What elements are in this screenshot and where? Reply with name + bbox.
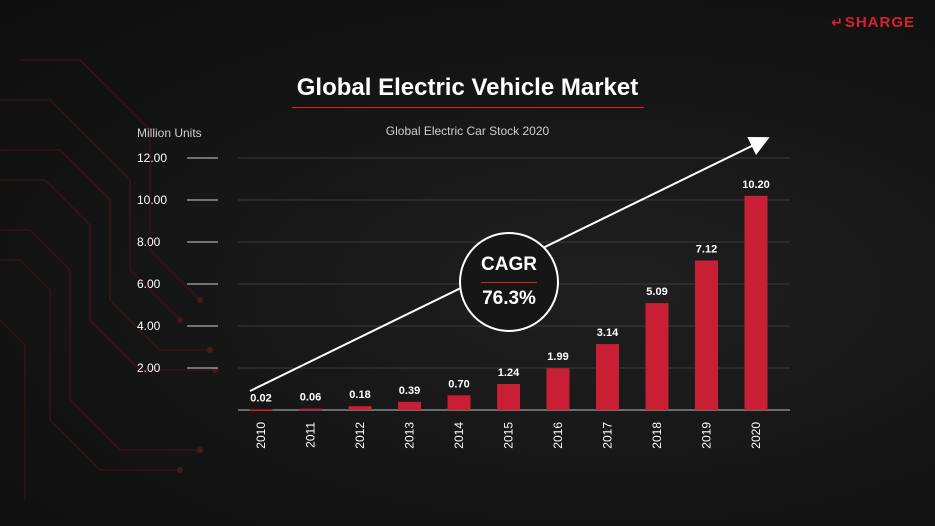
x-tick-label: 2018 (650, 422, 664, 449)
data-label: 1.99 (547, 351, 568, 363)
title-underline (292, 107, 644, 108)
data-label: 5.09 (646, 286, 667, 298)
brand-name: SHARGE (844, 14, 915, 31)
cagr-label: CAGR (481, 254, 537, 275)
chart-title-text: Global Electric Car Stock 2020 (385, 124, 550, 138)
cagr-badge: CAGR 76.3% (459, 232, 559, 332)
brand-arrow-icon: ↵ (831, 14, 844, 30)
bar (645, 303, 669, 410)
bar (447, 395, 471, 410)
bar (744, 195, 768, 410)
data-label: 0.39 (399, 385, 420, 397)
y-tick-label: 12.00 (137, 151, 167, 165)
data-label: 7.12 (696, 243, 717, 255)
data-label: 0.18 (349, 389, 370, 401)
data-label: 1.24 (498, 367, 520, 379)
y-tick-label: 8.00 (137, 235, 161, 249)
data-label: 0.06 (300, 392, 321, 404)
x-tick-label: 2016 (551, 422, 565, 449)
bar (695, 260, 718, 410)
x-tick-label: 2012 (353, 422, 367, 449)
x-tick-label: 2011 (304, 422, 318, 448)
bar (546, 368, 570, 410)
data-label: 10.20 (742, 179, 770, 191)
data-label: 0.02 (250, 393, 271, 405)
x-tick-label: 2017 (601, 422, 615, 449)
bar (596, 344, 619, 410)
data-label: 3.14 (597, 327, 619, 339)
x-tick-label: 2013 (403, 422, 417, 449)
data-label: 0.70 (448, 378, 469, 390)
y-tick-label: 4.00 (137, 319, 161, 333)
y-tick-label: 6.00 (137, 277, 161, 291)
cagr-divider (481, 282, 537, 283)
cagr-value: 76.3% (482, 288, 536, 309)
bar (249, 409, 273, 412)
bar (398, 401, 421, 410)
y-tick-label: 2.00 (137, 361, 161, 375)
x-tick-label: 2014 (452, 422, 466, 449)
x-tick-label: 2015 (502, 422, 516, 449)
bar (497, 383, 520, 410)
y-tick-label: 10.00 (137, 193, 167, 207)
x-tick-label: 2010 (254, 422, 268, 449)
chart-title: Global Electric Car Stock 2020 (0, 124, 935, 138)
page-title: Global Electric Vehicle Market (296, 74, 639, 101)
y-axis-label: Million Units (137, 126, 202, 140)
x-tick-label: 2019 (700, 422, 714, 449)
brand-logo: ↵ SHARGE (831, 14, 915, 31)
bar (299, 408, 322, 411)
bar (348, 406, 372, 410)
x-tick-label: 2020 (749, 422, 763, 449)
